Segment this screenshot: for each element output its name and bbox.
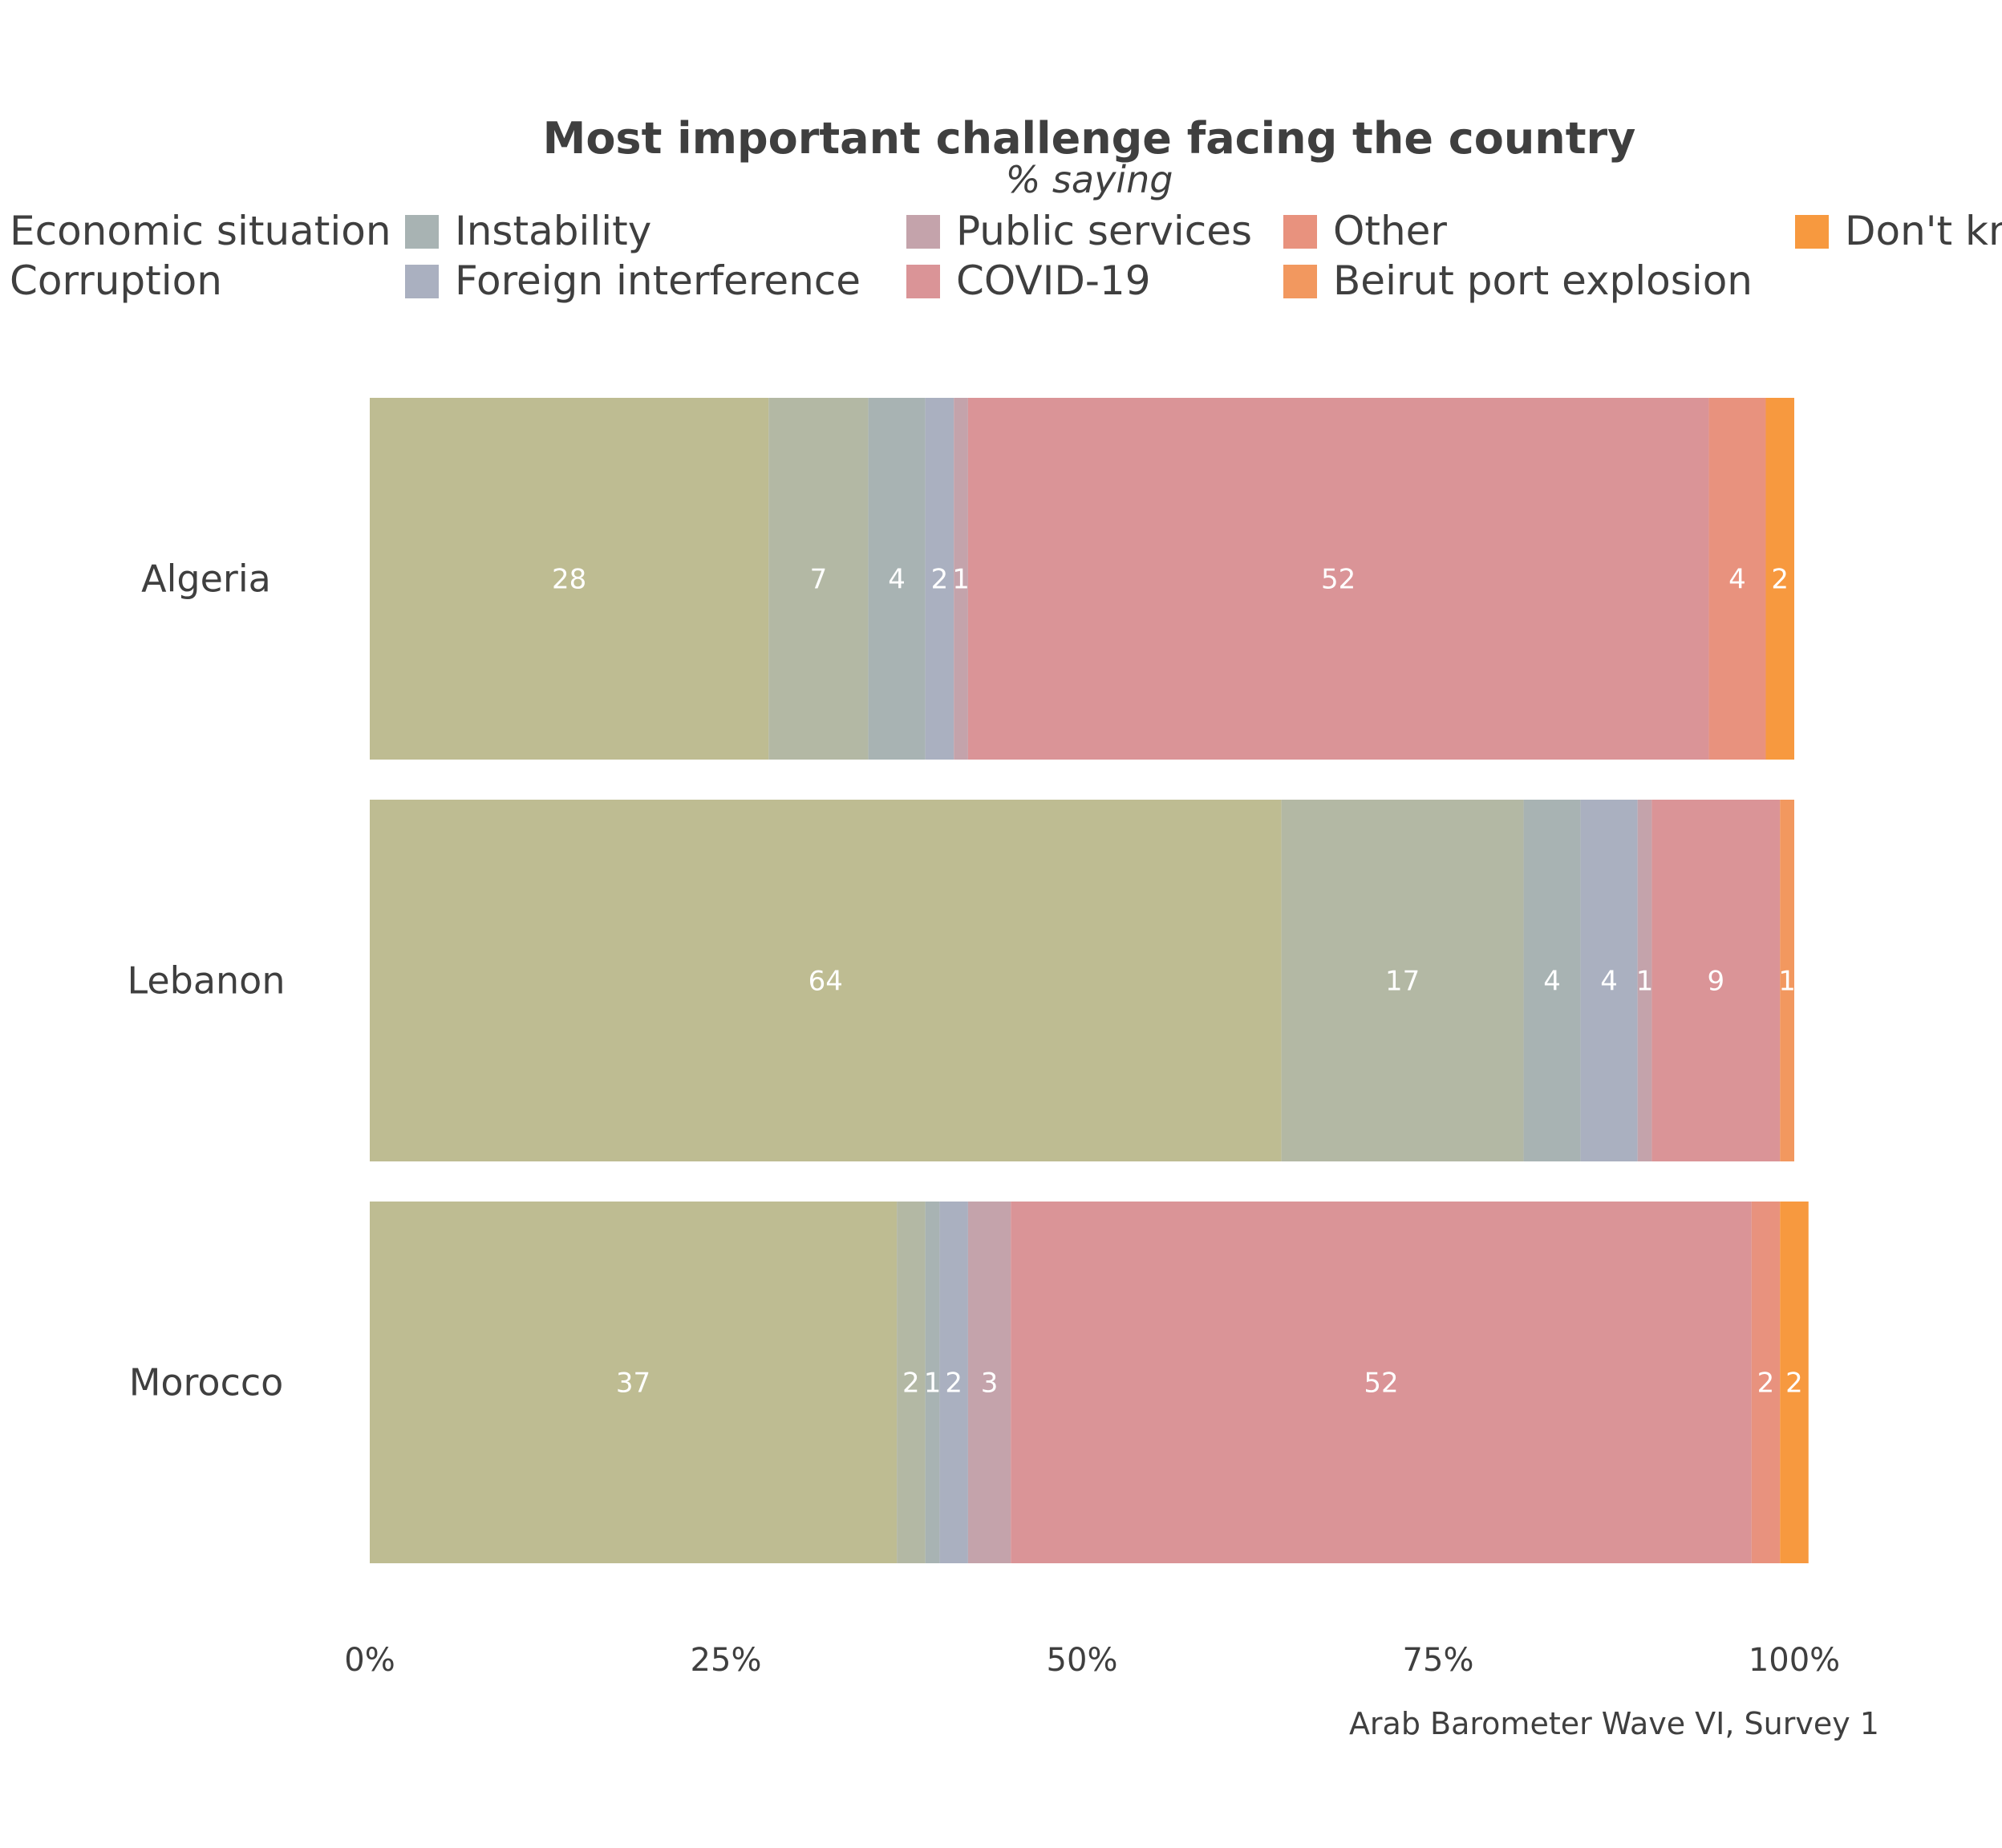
data-label: 4: [1543, 966, 1561, 998]
bar-segment: [925, 1202, 940, 1563]
data-label: 9: [1707, 966, 1724, 998]
legend-swatch: [906, 215, 940, 249]
legend-label: Other: [1333, 208, 1447, 254]
data-label: 1: [1636, 966, 1654, 998]
bar-segment: [370, 1202, 898, 1563]
data-label: 37: [616, 1368, 650, 1400]
data-label: 4: [888, 564, 906, 596]
x-tick-label: 100%: [1749, 1642, 1840, 1679]
bar-segment: [370, 800, 1282, 1161]
bar-segment: [897, 1202, 926, 1563]
data-label: 52: [1321, 564, 1356, 596]
legend-swatch: [405, 215, 439, 249]
chart-subtitle: % saying: [1006, 158, 1173, 201]
data-label: 64: [808, 966, 843, 998]
bar-segment: [868, 398, 926, 760]
bar-segment: [1523, 800, 1581, 1161]
bar-segment: [967, 398, 1709, 760]
legend-item: Public services: [906, 208, 1252, 254]
x-tick-label: 25%: [691, 1642, 762, 1679]
legend-item: Don't know: [1795, 208, 2002, 254]
data-label: 28: [552, 564, 586, 596]
legend-swatch: [1283, 215, 1317, 249]
legend-label: Public services: [956, 208, 1252, 254]
legend-label: COVID-19: [956, 257, 1151, 304]
legend-item: Economic situation: [10, 208, 391, 254]
bar-segment: [1011, 1202, 1752, 1563]
bar-row: 28 7 4 2 1 52 4 2: [370, 398, 1794, 760]
value-axis: 0% 25% 50% 75% 100%: [344, 1642, 1840, 1679]
data-label: 7: [810, 564, 828, 596]
chart-title: Most important challenge facing the coun…: [543, 113, 1636, 164]
data-label: 2: [931, 564, 949, 596]
bar-segment: [1780, 1202, 1809, 1563]
bar-segment: [939, 1202, 968, 1563]
bar-segment: [1751, 1202, 1781, 1563]
data-label: 2: [1757, 1368, 1775, 1400]
legend-item: COVID-19: [906, 257, 1151, 304]
legend-item: Corruption: [10, 257, 222, 304]
bar-segment: [1651, 800, 1781, 1161]
data-label: 4: [1728, 564, 1746, 596]
bar-segment: [925, 398, 954, 760]
legend-label: Economic situation: [10, 208, 391, 254]
data-label: 1: [1778, 966, 1796, 998]
data-label: 2: [902, 1368, 920, 1400]
bar-segment: [1780, 800, 1794, 1161]
chart-caption: Arab Barometer Wave VI, Survey 1: [1349, 1706, 1879, 1741]
bar-row: 37 2 1 2 3 52 2 2: [370, 1202, 1809, 1563]
data-label: 4: [1600, 966, 1618, 998]
legend-item: Foreign interference: [405, 257, 861, 304]
x-tick-label: 0%: [344, 1642, 395, 1679]
legend-swatch: [405, 265, 439, 298]
data-label: 2: [945, 1368, 962, 1400]
legend-swatch: [1283, 265, 1317, 298]
bar-segment: [967, 1202, 1011, 1563]
legend-item: Beirut port explosion: [1283, 257, 1753, 304]
data-label: 3: [981, 1368, 999, 1400]
bar-segment: [370, 398, 769, 760]
legend-item: Other: [1283, 208, 1447, 254]
bar-segment: [1708, 398, 1766, 760]
data-label: 1: [952, 564, 970, 596]
data-label: 2: [1771, 564, 1789, 596]
bars-area: 28 7 4 2 1 52 4 264 17 4 4 1 9 137 2 1 2 3 52 2 2: [370, 398, 1809, 1563]
legend-item: Instability: [405, 208, 651, 254]
category-label: Morocco: [129, 1361, 284, 1404]
legend-swatch: [1795, 215, 1829, 249]
legend-label: Beirut port explosion: [1333, 257, 1753, 304]
category-label: Lebanon: [128, 959, 286, 1003]
x-tick-label: 50%: [1047, 1642, 1118, 1679]
bar-segment: [1281, 800, 1524, 1161]
bar-segment: [1637, 800, 1652, 1161]
data-label: 52: [1364, 1368, 1398, 1400]
category-axis: Algeria Lebanon Morocco: [128, 557, 286, 1404]
bar-segment: [768, 398, 869, 760]
bar-segment: [954, 398, 968, 760]
legend-label: Instability: [455, 208, 651, 254]
bar-row: 64 17 4 4 1 9 1: [370, 800, 1796, 1161]
x-tick-label: 75%: [1403, 1642, 1474, 1679]
category-label: Algeria: [141, 557, 271, 601]
legend-label: Don't know: [1845, 208, 2002, 254]
bar-segment: [1580, 800, 1638, 1161]
legend-swatch: [906, 265, 940, 298]
data-label: 1: [924, 1368, 942, 1400]
data-label: 2: [1785, 1368, 1803, 1400]
data-label: 17: [1385, 966, 1420, 998]
legend-label: Foreign interference: [455, 257, 861, 304]
bar-segment: [1765, 398, 1794, 760]
legend-label: Corruption: [10, 257, 222, 304]
